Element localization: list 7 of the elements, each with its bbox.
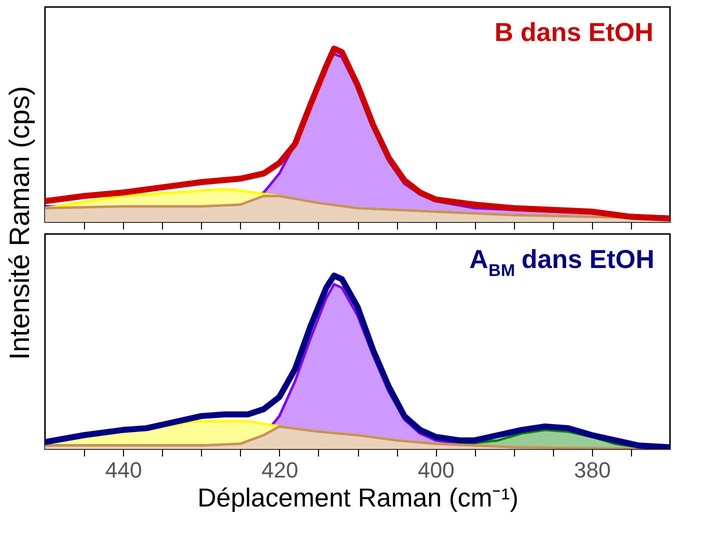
- text: B dans EtOH: [494, 17, 654, 47]
- x-tick-label: 380: [574, 458, 611, 482]
- x-tick-label: 440: [105, 458, 142, 482]
- x-tick-label: 420: [262, 458, 298, 482]
- y-axis-title: Intensité Raman (cps): [4, 86, 35, 360]
- x-axis-title: Déplacement Raman (cm⁻¹): [197, 482, 519, 512]
- x-tick-label: 400: [418, 458, 454, 482]
